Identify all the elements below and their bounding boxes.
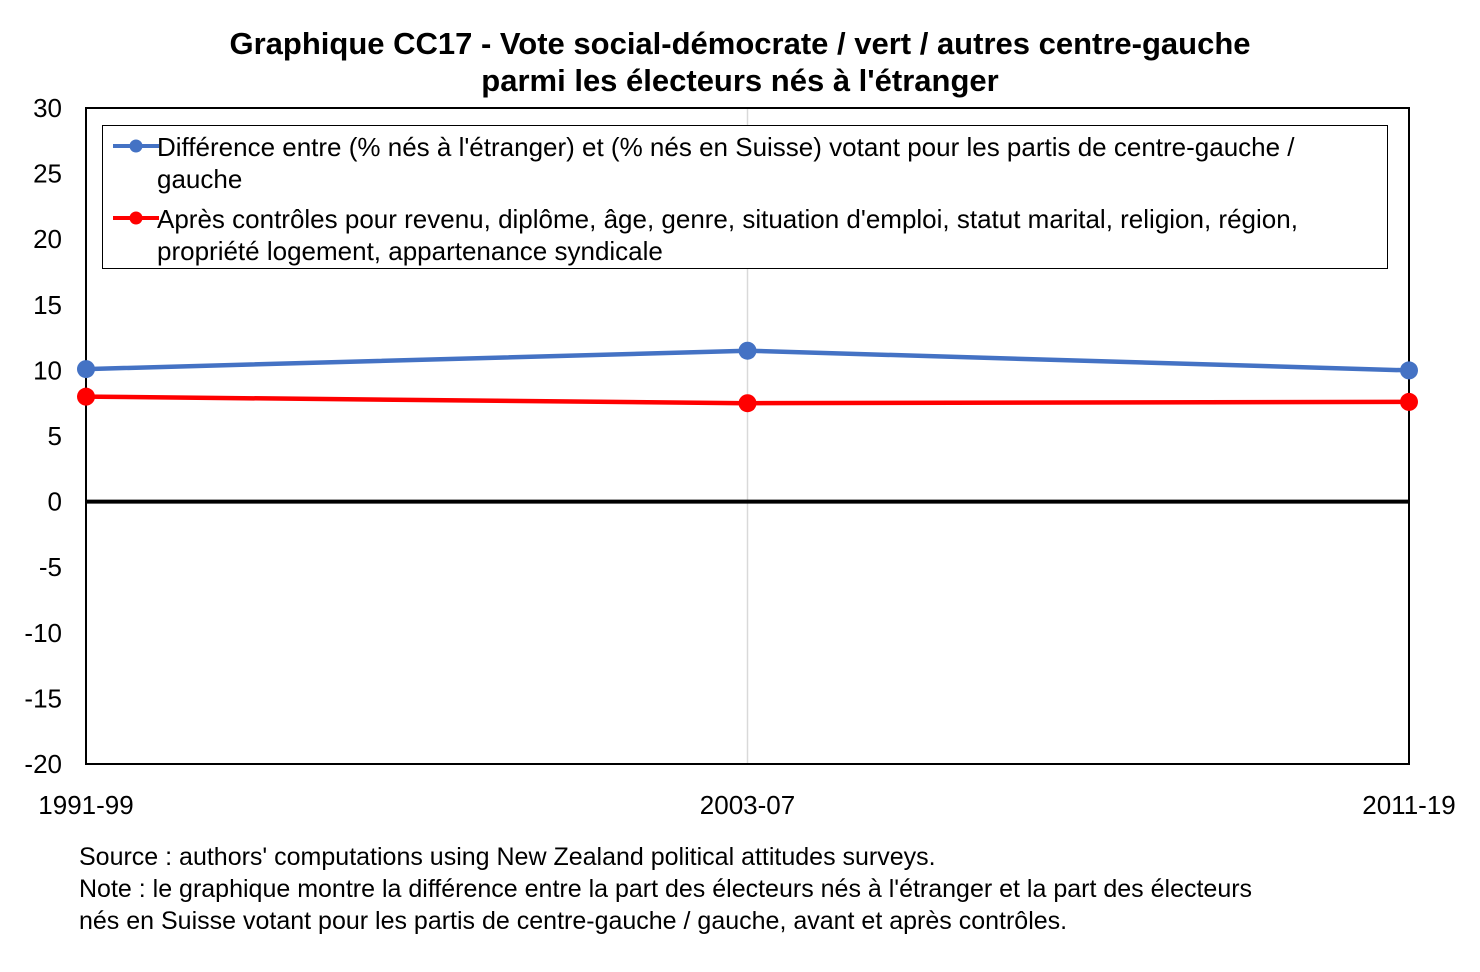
chart-title: Graphique CC17 - Vote social-démocrate /… (229, 26, 1251, 61)
data-point (738, 394, 757, 413)
y-tick-label: 10 (33, 355, 62, 385)
legend-label-line: propriété logement, appartenance syndica… (157, 236, 663, 266)
legend-marker-red (113, 211, 159, 225)
data-point (1400, 392, 1418, 411)
data-point (77, 360, 95, 379)
y-tick-label: 15 (33, 290, 62, 320)
note-line: Note : le graphique montre la différence… (79, 875, 1253, 903)
plot-area-border (85, 107, 1410, 765)
x-tick-label: 2003-07 (700, 790, 795, 820)
legend: Différence entre (% nés à l'étranger) et… (102, 125, 1388, 269)
y-axis-tick-labels: 30 25 20 15 10 5 0 -5 -10 -15 -20 (24, 93, 62, 779)
legend-label-line: Différence entre (% nés à l'étranger) et… (157, 132, 1295, 162)
y-tick-label: -5 (39, 552, 62, 582)
series-lines (77, 341, 1418, 413)
legend-label-line: gauche (157, 164, 243, 194)
y-tick-label: -20 (24, 749, 62, 779)
x-tick-label: 2011-19 (1362, 790, 1456, 820)
data-point (77, 387, 95, 406)
y-tick-label: 5 (48, 421, 62, 451)
legend-label-line: Après contrôles pour revenu, diplôme, âg… (157, 204, 1298, 234)
x-tick-label: 1991-99 (38, 790, 133, 820)
source-note: Source : authors' computations using New… (79, 843, 936, 871)
x-axis-tick-labels: 1991-99 2003-07 2011-19 (38, 790, 1455, 820)
legend-label-difference: Différence entre (% nés à l'étranger) et… (157, 131, 1382, 195)
y-tick-label: -10 (24, 618, 62, 648)
data-point (1400, 361, 1418, 380)
y-tick-label: 30 (33, 93, 62, 123)
y-tick-label: 0 (48, 487, 62, 517)
y-tick-label: 20 (33, 224, 62, 254)
y-tick-label: -15 (24, 683, 62, 713)
chart-subtitle: parmi les électeurs nés à l'étranger (481, 63, 999, 98)
legend-marker-blue (113, 139, 159, 153)
data-point (738, 341, 757, 360)
note-line: nés en Suisse votant pour les partis de … (79, 907, 1068, 935)
legend-label-after-controls: Après contrôles pour revenu, diplôme, âg… (157, 203, 1382, 267)
y-tick-label: 25 (33, 159, 62, 189)
